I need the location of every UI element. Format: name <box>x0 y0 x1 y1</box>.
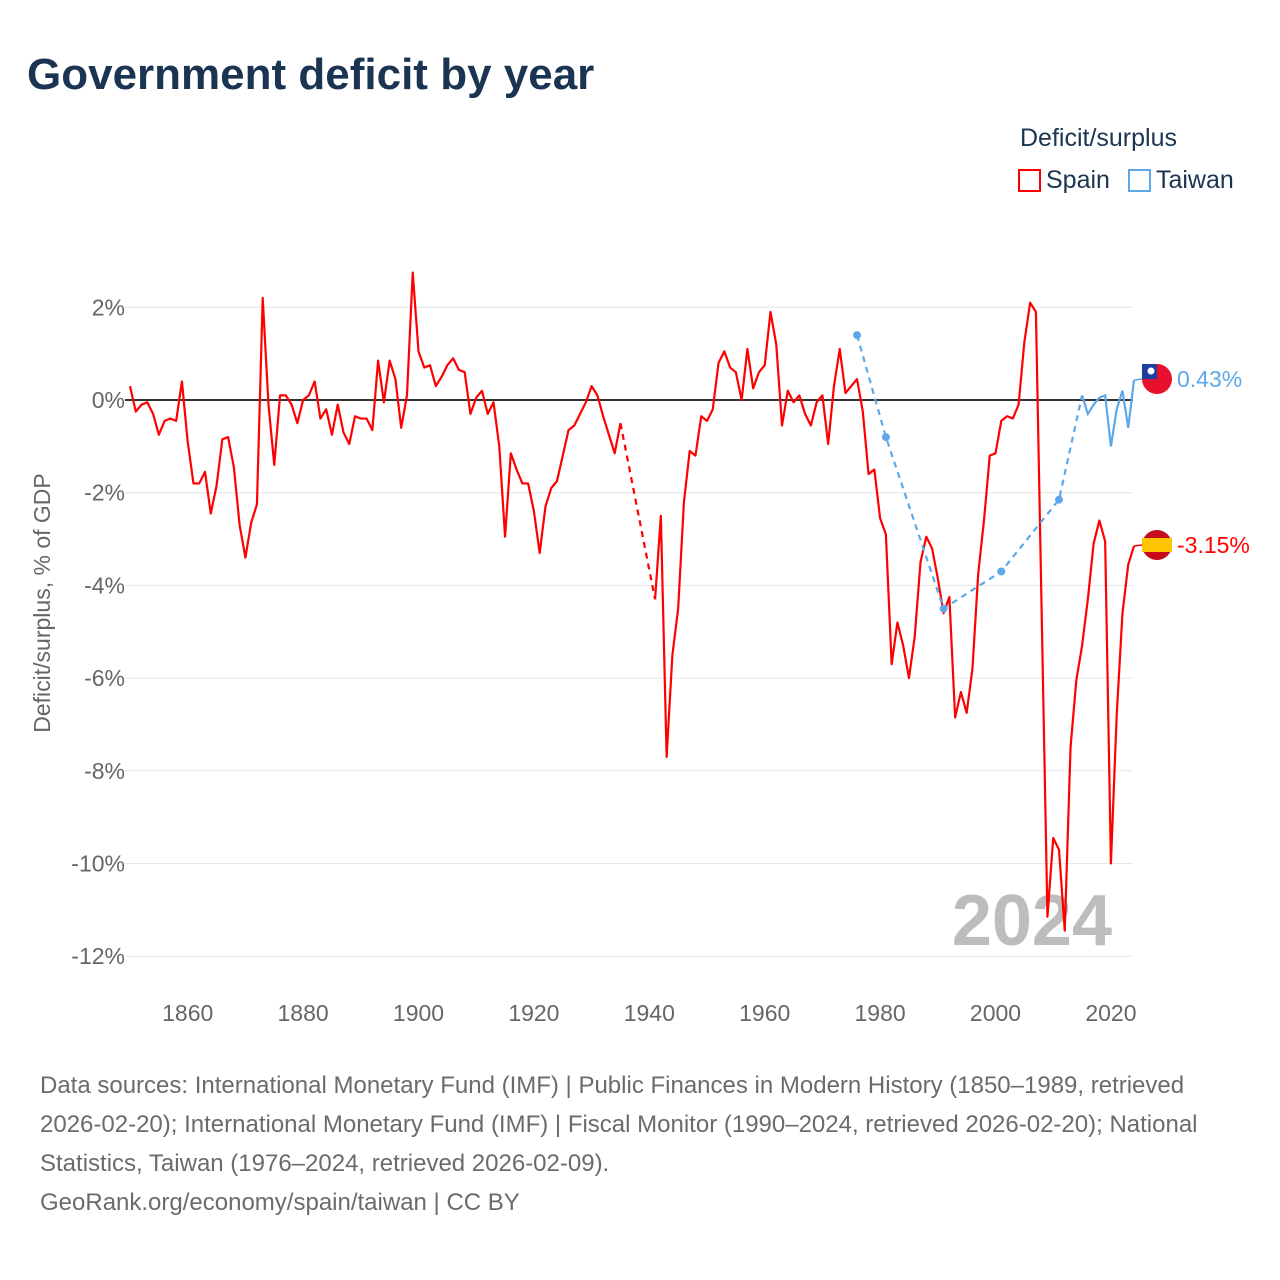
taiwan-point <box>939 604 948 613</box>
taiwan-point <box>1054 495 1063 504</box>
taiwan-end-label: 0.43% <box>1177 366 1242 392</box>
x-tick-label: 1920 <box>508 1000 559 1026</box>
y-tick-label: -4% <box>84 572 125 598</box>
x-tick-label: 1860 <box>162 1000 213 1026</box>
x-tick-label: 1980 <box>855 1000 906 1026</box>
y-tick-label: -8% <box>84 758 125 784</box>
y-tick-label: -6% <box>84 665 125 691</box>
x-tick-label: 2000 <box>970 1000 1021 1026</box>
legend-label-spain: Spain <box>1046 166 1110 194</box>
y-tick-label: -12% <box>71 943 125 969</box>
legend-label-taiwan: Taiwan <box>1155 166 1234 194</box>
spain-end-connector <box>1133 544 1143 547</box>
y-tick-label: 0% <box>92 387 125 413</box>
y-tick-label: 2% <box>92 294 125 320</box>
credit-link[interactable]: GeoRank.org/economy/spain/taiwan | CC BY <box>40 1189 520 1216</box>
legend-item-spain[interactable]: Spain <box>1018 166 1110 195</box>
x-tick-label: 2020 <box>1085 1000 1136 1026</box>
spain-flag-stripe <box>1142 538 1172 552</box>
spain-gap-dashed <box>619 422 657 600</box>
y-axis-label: Deficit/surplus, % of GDP <box>29 473 55 732</box>
legend-swatch-spain <box>1018 169 1041 192</box>
taiwan-point <box>997 567 1006 576</box>
legend: Spain Taiwan <box>1018 166 1234 195</box>
spain-line <box>653 301 1136 932</box>
taiwan-dashed-line <box>855 334 1084 611</box>
x-tick-label: 1960 <box>739 1000 790 1026</box>
spain-end-label: -3.15% <box>1177 532 1250 558</box>
chart-title: Government deficit by year <box>27 50 595 99</box>
year-watermark: 2024 <box>952 881 1112 961</box>
taiwan-flag-sun <box>1147 367 1155 375</box>
x-tick-label: 1880 <box>278 1000 329 1026</box>
data-sources: Data sources: International Monetary Fun… <box>40 1072 1198 1177</box>
y-tick-label: -2% <box>84 480 125 506</box>
taiwan-end-connector <box>1133 378 1143 381</box>
taiwan-line <box>1081 379 1136 447</box>
x-tick-label: 1940 <box>624 1000 675 1026</box>
taiwan-point <box>853 331 862 340</box>
taiwan-point <box>881 433 890 442</box>
legend-swatch-taiwan <box>1127 169 1151 192</box>
legend-item-taiwan[interactable]: Taiwan <box>1127 166 1234 195</box>
legend-title: Deficit/surplus <box>1020 124 1177 152</box>
x-tick-label: 1900 <box>393 1000 444 1026</box>
y-tick-label: -10% <box>71 851 125 877</box>
spain-line <box>128 271 622 559</box>
footer: Data sources: International Monetary Fun… <box>40 1066 1240 1222</box>
